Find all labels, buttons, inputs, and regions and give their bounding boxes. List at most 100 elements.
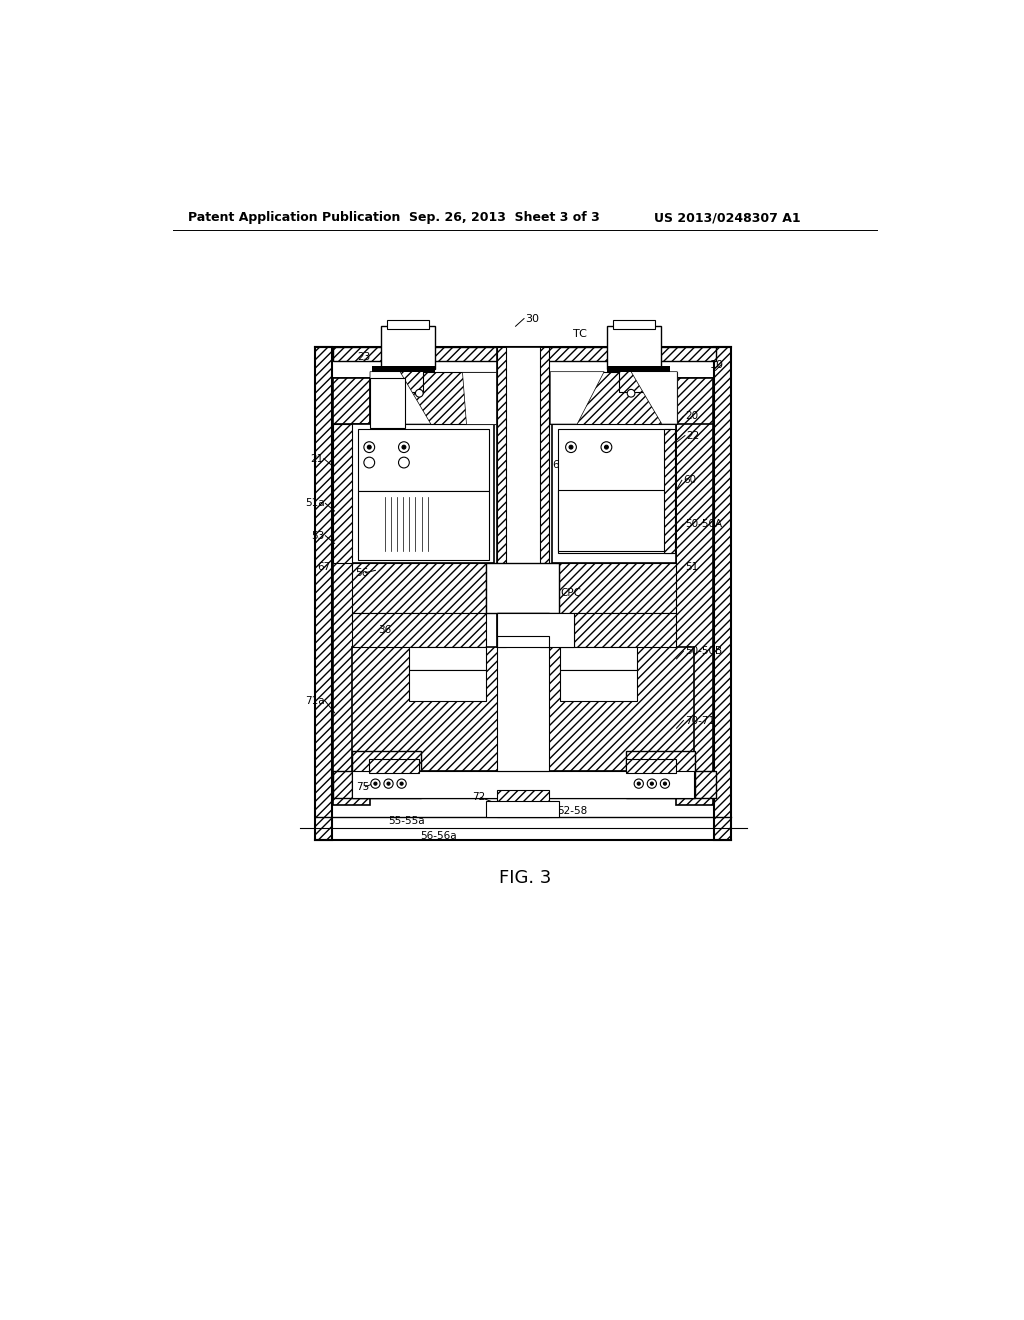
Bar — [497, 612, 550, 636]
Text: 36: 36 — [379, 624, 392, 635]
Polygon shape — [550, 372, 677, 424]
Bar — [351, 424, 494, 562]
Circle shape — [637, 781, 640, 785]
Text: 56: 56 — [355, 568, 369, 578]
Text: CC: CC — [494, 807, 509, 816]
Bar — [558, 429, 672, 553]
Circle shape — [647, 779, 656, 788]
Text: 57a: 57a — [368, 531, 387, 541]
Text: 50-50B: 50-50B — [685, 647, 722, 656]
Bar — [410, 671, 486, 701]
Bar — [333, 771, 716, 797]
Circle shape — [628, 389, 635, 397]
Circle shape — [569, 445, 572, 449]
Text: 60: 60 — [683, 475, 696, 486]
Bar — [351, 647, 694, 771]
Text: 53: 53 — [311, 531, 325, 541]
Bar — [357, 429, 488, 491]
Bar — [626, 751, 695, 797]
Bar — [541, 347, 550, 647]
Text: CPC: CPC — [577, 473, 598, 483]
Bar — [626, 759, 676, 774]
Bar — [333, 347, 716, 360]
Text: CPC: CPC — [560, 589, 582, 598]
Bar — [333, 378, 370, 424]
Text: 21: 21 — [310, 454, 323, 463]
Bar — [613, 321, 655, 330]
Circle shape — [400, 781, 403, 785]
Circle shape — [650, 781, 653, 785]
Bar — [357, 491, 488, 561]
Circle shape — [402, 445, 406, 449]
Bar — [333, 378, 370, 805]
Bar — [497, 347, 550, 647]
Circle shape — [660, 779, 670, 788]
Bar — [387, 321, 429, 330]
Bar — [497, 347, 506, 647]
Bar — [497, 636, 550, 771]
Text: 72: 72 — [472, 792, 485, 803]
Circle shape — [398, 457, 410, 469]
Text: 75: 75 — [356, 781, 370, 792]
Circle shape — [364, 442, 375, 453]
Bar — [497, 636, 550, 771]
Bar — [559, 562, 677, 612]
Bar — [677, 378, 714, 424]
Circle shape — [387, 781, 390, 785]
Text: 33: 33 — [475, 531, 488, 541]
Bar — [714, 347, 731, 840]
Text: 52-58: 52-58 — [557, 807, 588, 816]
Bar — [315, 347, 333, 840]
Circle shape — [384, 779, 393, 788]
Text: 51a: 51a — [305, 499, 325, 508]
Circle shape — [368, 445, 371, 449]
Bar — [370, 759, 419, 774]
Circle shape — [398, 442, 410, 453]
Bar — [351, 771, 694, 797]
Circle shape — [604, 445, 608, 449]
Bar — [333, 424, 351, 562]
Circle shape — [416, 389, 423, 397]
Bar — [607, 366, 671, 372]
Bar — [665, 429, 675, 553]
Text: 57: 57 — [503, 597, 516, 606]
Bar — [351, 751, 421, 797]
Text: 80: 80 — [508, 473, 521, 483]
Bar — [410, 647, 486, 671]
Bar — [351, 612, 486, 647]
Text: 66: 66 — [553, 459, 566, 470]
Text: US 2013/0248307 A1: US 2013/0248307 A1 — [654, 211, 801, 224]
Text: 31: 31 — [373, 416, 386, 425]
Bar — [607, 326, 662, 368]
Text: 10: 10 — [710, 360, 724, 370]
Text: 20: 20 — [685, 412, 698, 421]
Text: Patent Application Publication: Patent Application Publication — [188, 211, 400, 224]
Text: 55-55a: 55-55a — [388, 816, 424, 825]
Bar — [558, 490, 672, 552]
Text: 23: 23 — [357, 352, 371, 362]
Bar — [497, 789, 550, 817]
Text: 70-71: 70-71 — [685, 715, 715, 726]
Text: 28: 28 — [377, 441, 390, 450]
Text: Sep. 26, 2013  Sheet 3 of 3: Sep. 26, 2013 Sheet 3 of 3 — [410, 211, 600, 224]
Text: 30: 30 — [524, 314, 539, 323]
Bar — [560, 647, 637, 671]
Polygon shape — [550, 372, 604, 424]
Bar — [351, 562, 486, 612]
Text: 67: 67 — [317, 561, 331, 572]
Text: 71a: 71a — [305, 696, 325, 706]
Bar — [618, 368, 649, 392]
Polygon shape — [370, 372, 431, 424]
Bar — [486, 562, 559, 612]
Text: 51: 51 — [685, 561, 698, 572]
Bar — [381, 326, 435, 368]
Circle shape — [374, 781, 377, 785]
Circle shape — [664, 781, 667, 785]
Bar — [574, 612, 677, 647]
Text: FIG. 3: FIG. 3 — [499, 870, 551, 887]
Bar — [373, 366, 435, 372]
Polygon shape — [462, 372, 496, 424]
Polygon shape — [370, 372, 496, 424]
Circle shape — [601, 442, 611, 453]
Bar — [677, 378, 714, 805]
